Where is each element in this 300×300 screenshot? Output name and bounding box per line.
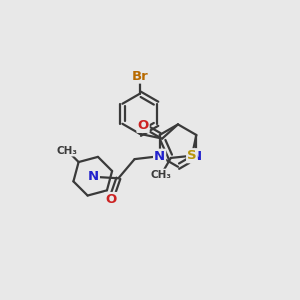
Text: N: N [154,150,165,163]
Text: CH₃: CH₃ [151,169,172,179]
Text: O: O [105,193,117,206]
Text: CH₃: CH₃ [57,146,78,156]
Text: Br: Br [131,70,148,83]
Text: N: N [191,150,202,163]
Text: N: N [88,170,99,183]
Text: S: S [187,149,197,162]
Text: O: O [137,119,149,132]
